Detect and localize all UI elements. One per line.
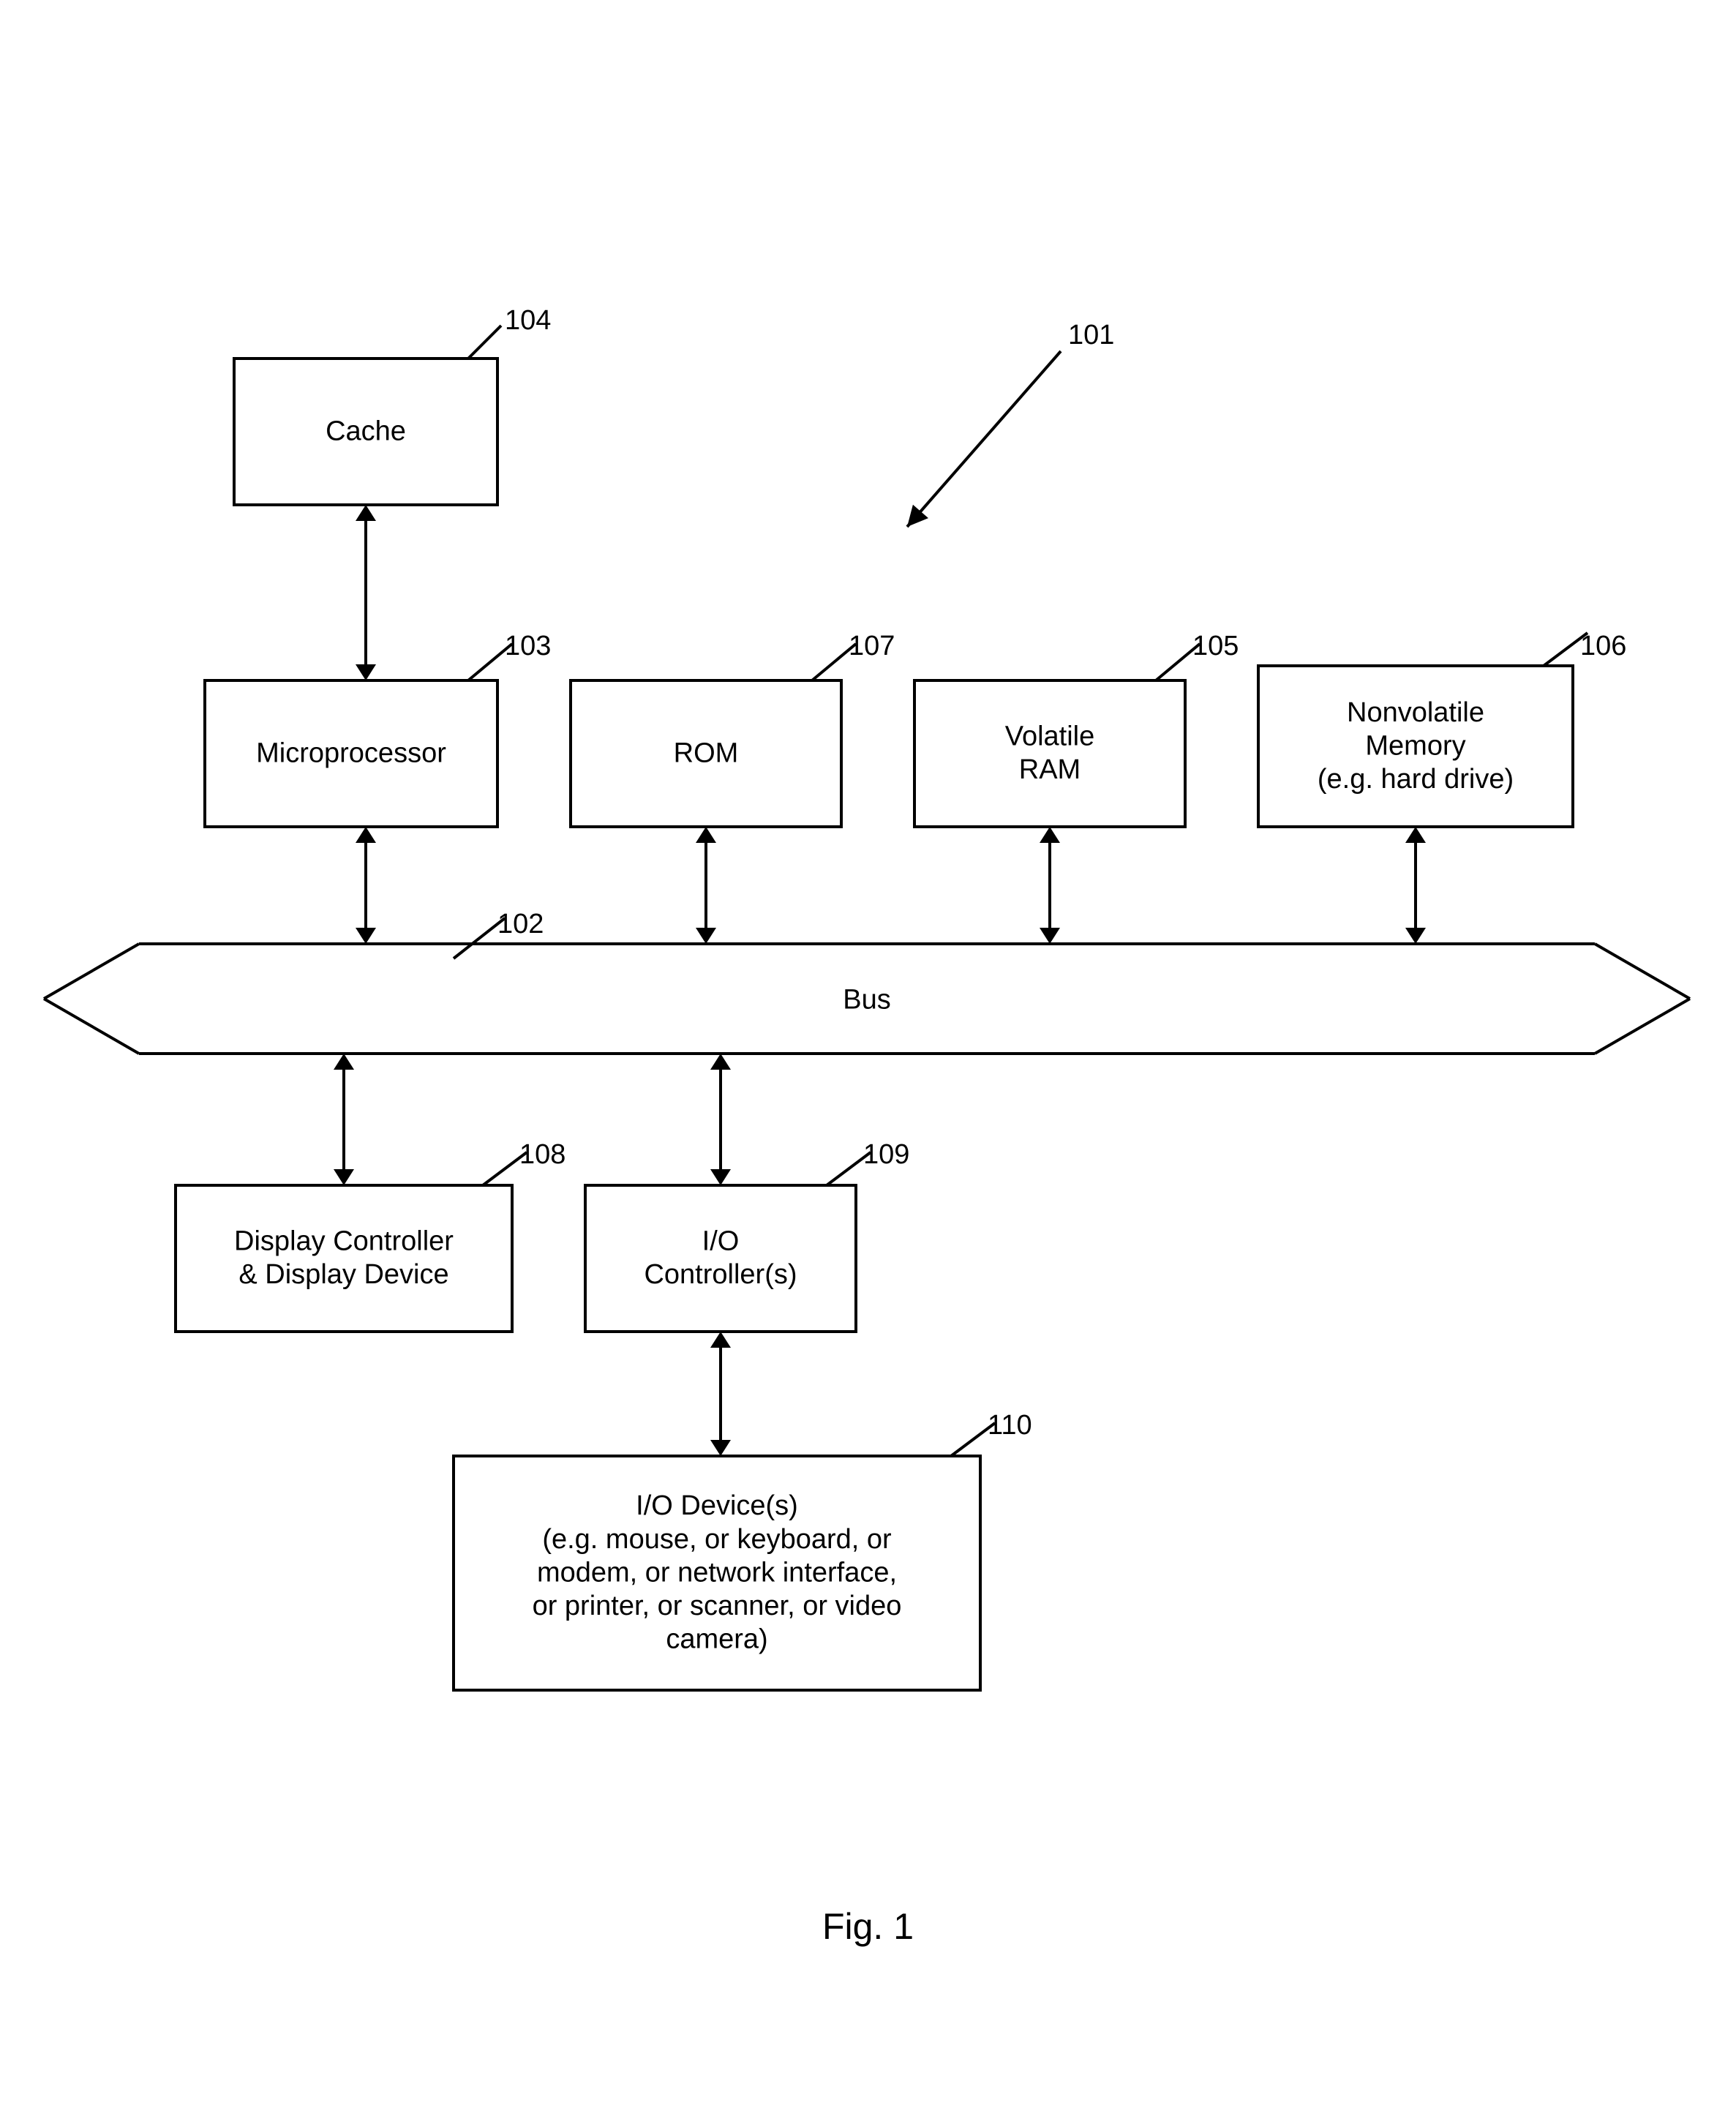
- bus-to-display-head-up: [334, 1054, 354, 1070]
- ioctrl-box: [585, 1185, 856, 1332]
- rom-label: ROM: [674, 738, 739, 768]
- ref-tick-104: [468, 326, 501, 359]
- pointer-101: [907, 351, 1061, 527]
- vram-label: VolatileRAM: [1005, 721, 1095, 786]
- rom-to-bus-head-down: [696, 928, 716, 944]
- ref-label-106: 106: [1580, 631, 1626, 661]
- ref-label-110: 110: [988, 1410, 1032, 1441]
- bus-right-head-top: [1595, 944, 1690, 999]
- display-label: Display Controller& Display Device: [234, 1226, 454, 1291]
- bus-to-ioctrl-head-down: [710, 1169, 731, 1185]
- bus-to-ioctrl-head-up: [710, 1054, 731, 1070]
- ref-label-108: 108: [519, 1139, 565, 1170]
- bus-left-head-bot: [44, 999, 139, 1054]
- micro-label: Microprocessor: [256, 738, 446, 768]
- bus-left-head-top: [44, 944, 139, 999]
- bus-to-display-head-down: [334, 1169, 354, 1185]
- nvmem-to-bus-head-down: [1405, 928, 1426, 944]
- micro-to-bus-head-down: [356, 928, 376, 944]
- figure-caption: Fig. 1: [822, 1906, 914, 1947]
- ref-label-105: 105: [1192, 631, 1239, 661]
- vram-box: [914, 680, 1185, 827]
- micro-to-bus-head-up: [356, 827, 376, 843]
- nvmem-label: NonvolatileMemory(e.g. hard drive): [1318, 697, 1514, 795]
- display-box: [176, 1185, 512, 1332]
- ref-label-107: 107: [849, 631, 895, 661]
- vram-to-bus-head-down: [1040, 928, 1060, 944]
- nvmem-to-bus-head-up: [1405, 827, 1426, 843]
- vram-to-bus-head-up: [1040, 827, 1060, 843]
- ioctrl-to-iodev-head-down: [710, 1440, 731, 1456]
- ref-label-101: 101: [1068, 320, 1114, 350]
- bus-right-head-bot: [1595, 999, 1690, 1054]
- ioctrl-to-iodev-head-up: [710, 1332, 731, 1348]
- cache-to-micro-head-up: [356, 505, 376, 521]
- iodev-label: I/O Device(s)(e.g. mouse, or keyboard, o…: [533, 1490, 902, 1654]
- ioctrl-label: I/OController(s): [644, 1226, 797, 1291]
- cache-to-micro-head-down: [356, 664, 376, 680]
- ref-label-103: 103: [505, 631, 551, 661]
- cache-label: Cache: [326, 416, 406, 446]
- ref-label-102: 102: [497, 909, 544, 939]
- ref-label-109: 109: [863, 1139, 909, 1170]
- ref-label-104: 104: [505, 305, 551, 336]
- rom-to-bus-head-up: [696, 827, 716, 843]
- system-block-diagram: Bus Cache Microprocessor ROM VolatileRAM Nonv…: [0, 0, 1736, 2124]
- bus-label: Bus: [843, 984, 890, 1015]
